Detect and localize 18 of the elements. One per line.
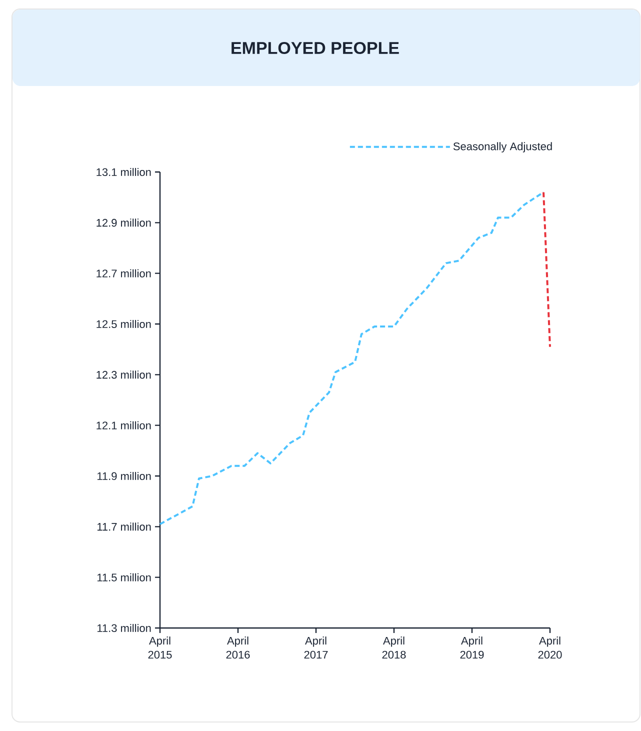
y-tick-label: 13.1 million xyxy=(96,168,151,176)
x-tick-label: April 2017 xyxy=(304,636,328,659)
chart-title: EMPLOYED PEOPLE xyxy=(232,42,400,54)
y-tick-label: 11.9 million xyxy=(98,472,151,480)
y-tick-label: 12.3 million xyxy=(96,370,151,379)
x-tick-label: April 2019 xyxy=(460,636,484,659)
y-tick-label: 11.3 million xyxy=(98,624,151,632)
x-tick-label: April 2020 xyxy=(538,636,562,659)
y-tick-label: 12.5 million xyxy=(96,320,151,328)
y-tick-label: 12.7 million xyxy=(96,269,151,278)
y-tick-label: 12.9 million xyxy=(96,218,151,227)
y-tick-label: 11.5 million xyxy=(98,573,151,582)
x-tick-label: April 2016 xyxy=(226,636,250,659)
x-tick-label: April 2015 xyxy=(148,636,172,659)
y-tick-label: 12.1 million xyxy=(96,421,151,430)
y-tick-label: 11.7 million xyxy=(98,522,151,531)
x-tick-label: April 2018 xyxy=(382,636,406,659)
text: Seasonally Adjusted xyxy=(454,142,552,152)
